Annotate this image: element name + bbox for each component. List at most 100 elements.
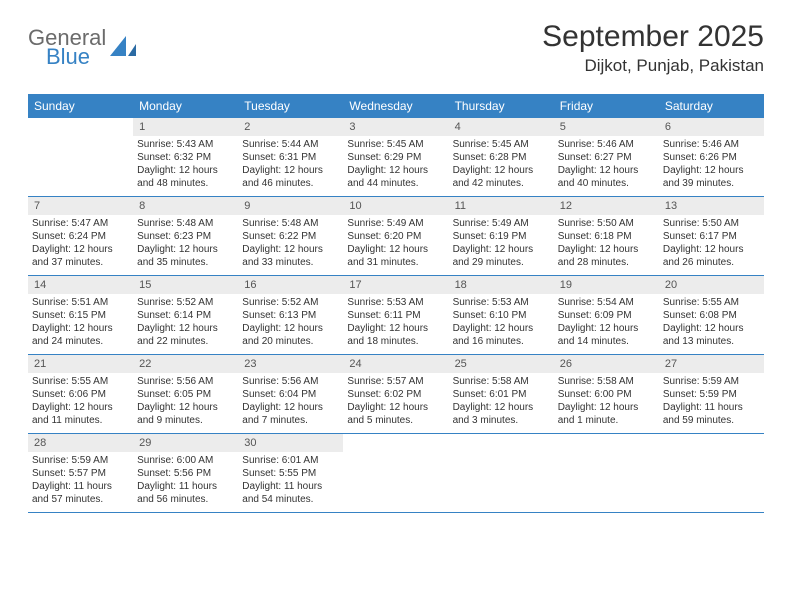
sunrise-text: Sunrise: 5:56 AM (137, 375, 234, 388)
sunset-text: Sunset: 6:01 PM (453, 388, 550, 401)
day-number: 27 (659, 355, 764, 373)
day-cell: 10Sunrise: 5:49 AMSunset: 6:20 PMDayligh… (343, 197, 448, 275)
daylight-text: Daylight: 12 hours and 7 minutes. (242, 401, 339, 427)
sunset-text: Sunset: 6:28 PM (453, 151, 550, 164)
day-number: 28 (28, 434, 133, 452)
sunrise-text: Sunrise: 5:50 AM (558, 217, 655, 230)
sunset-text: Sunset: 6:32 PM (137, 151, 234, 164)
day-number: 24 (343, 355, 448, 373)
day-cell: . (659, 434, 764, 512)
day-cell: 30Sunrise: 6:01 AMSunset: 5:55 PMDayligh… (238, 434, 343, 512)
sunset-text: Sunset: 5:56 PM (137, 467, 234, 480)
sunset-text: Sunset: 6:19 PM (453, 230, 550, 243)
daylight-text: Daylight: 11 hours and 56 minutes. (137, 480, 234, 506)
day-number: 13 (659, 197, 764, 215)
sunrise-text: Sunrise: 6:01 AM (242, 454, 339, 467)
week-row: 21Sunrise: 5:55 AMSunset: 6:06 PMDayligh… (28, 355, 764, 434)
day-number: 16 (238, 276, 343, 294)
day-number: 10 (343, 197, 448, 215)
day-cell: 6Sunrise: 5:46 AMSunset: 6:26 PMDaylight… (659, 118, 764, 196)
day-cell: 24Sunrise: 5:57 AMSunset: 6:02 PMDayligh… (343, 355, 448, 433)
sunset-text: Sunset: 6:09 PM (558, 309, 655, 322)
day-number: 26 (554, 355, 659, 373)
day-body: Sunrise: 5:55 AMSunset: 6:08 PMDaylight:… (659, 294, 764, 352)
brand-logo: General Blue (28, 26, 138, 68)
day-number: 14 (28, 276, 133, 294)
daylight-text: Daylight: 12 hours and 35 minutes. (137, 243, 234, 269)
day-number: 25 (449, 355, 554, 373)
day-cell: . (449, 434, 554, 512)
sunrise-text: Sunrise: 5:47 AM (32, 217, 129, 230)
sunrise-text: Sunrise: 5:54 AM (558, 296, 655, 309)
weekday-header: Thursday (449, 94, 554, 118)
day-cell: 14Sunrise: 5:51 AMSunset: 6:15 PMDayligh… (28, 276, 133, 354)
day-body: Sunrise: 5:45 AMSunset: 6:29 PMDaylight:… (343, 136, 448, 194)
day-body: Sunrise: 5:59 AMSunset: 5:59 PMDaylight:… (659, 373, 764, 431)
sunrise-text: Sunrise: 5:58 AM (453, 375, 550, 388)
day-cell: 16Sunrise: 5:52 AMSunset: 6:13 PMDayligh… (238, 276, 343, 354)
daylight-text: Daylight: 12 hours and 11 minutes. (32, 401, 129, 427)
sunset-text: Sunset: 6:02 PM (347, 388, 444, 401)
day-body: Sunrise: 6:01 AMSunset: 5:55 PMDaylight:… (238, 452, 343, 510)
day-body: Sunrise: 5:55 AMSunset: 6:06 PMDaylight:… (28, 373, 133, 431)
day-cell: 23Sunrise: 5:56 AMSunset: 6:04 PMDayligh… (238, 355, 343, 433)
sunset-text: Sunset: 6:13 PM (242, 309, 339, 322)
sunset-text: Sunset: 6:18 PM (558, 230, 655, 243)
calendar-page: General Blue September 2025 Dijkot, Punj… (0, 0, 792, 533)
day-body: Sunrise: 5:49 AMSunset: 6:19 PMDaylight:… (449, 215, 554, 273)
sunrise-text: Sunrise: 5:48 AM (242, 217, 339, 230)
day-number: 20 (659, 276, 764, 294)
sunrise-text: Sunrise: 5:44 AM (242, 138, 339, 151)
weekday-header: Sunday (28, 94, 133, 118)
daylight-text: Daylight: 12 hours and 18 minutes. (347, 322, 444, 348)
sunset-text: Sunset: 6:20 PM (347, 230, 444, 243)
calendar-grid: Sunday Monday Tuesday Wednesday Thursday… (28, 94, 764, 513)
sunset-text: Sunset: 6:31 PM (242, 151, 339, 164)
daylight-text: Daylight: 12 hours and 33 minutes. (242, 243, 339, 269)
day-number: 6 (659, 118, 764, 136)
sunrise-text: Sunrise: 6:00 AM (137, 454, 234, 467)
day-number: 30 (238, 434, 343, 452)
weekday-header: Wednesday (343, 94, 448, 118)
day-body: Sunrise: 5:50 AMSunset: 6:17 PMDaylight:… (659, 215, 764, 273)
daylight-text: Daylight: 12 hours and 48 minutes. (137, 164, 234, 190)
daylight-text: Daylight: 12 hours and 24 minutes. (32, 322, 129, 348)
daylight-text: Daylight: 12 hours and 37 minutes. (32, 243, 129, 269)
sunrise-text: Sunrise: 5:43 AM (137, 138, 234, 151)
daylight-text: Daylight: 11 hours and 57 minutes. (32, 480, 129, 506)
daylight-text: Daylight: 12 hours and 16 minutes. (453, 322, 550, 348)
title-block: September 2025 Dijkot, Punjab, Pakistan (542, 20, 764, 80)
sunset-text: Sunset: 6:27 PM (558, 151, 655, 164)
day-number: 22 (133, 355, 238, 373)
sunrise-text: Sunrise: 5:56 AM (242, 375, 339, 388)
day-body: Sunrise: 5:59 AMSunset: 5:57 PMDaylight:… (28, 452, 133, 510)
sunrise-text: Sunrise: 5:59 AM (32, 454, 129, 467)
day-body: Sunrise: 5:46 AMSunset: 6:27 PMDaylight:… (554, 136, 659, 194)
daylight-text: Daylight: 12 hours and 28 minutes. (558, 243, 655, 269)
sunset-text: Sunset: 6:26 PM (663, 151, 760, 164)
day-cell: 7 Sunrise: 5:47 AMSunset: 6:24 PMDaylight… (28, 197, 133, 275)
sunset-text: Sunset: 5:55 PM (242, 467, 339, 480)
day-body: Sunrise: 5:52 AMSunset: 6:13 PMDaylight:… (238, 294, 343, 352)
daylight-text: Daylight: 12 hours and 26 minutes. (663, 243, 760, 269)
day-cell: 8Sunrise: 5:48 AMSunset: 6:23 PMDaylight… (133, 197, 238, 275)
day-body: Sunrise: 5:51 AMSunset: 6:15 PMDaylight:… (28, 294, 133, 352)
day-number: 7 (28, 197, 133, 215)
weekday-header: Saturday (659, 94, 764, 118)
day-number: 11 (449, 197, 554, 215)
weeks-container: .1Sunrise: 5:43 AMSunset: 6:32 PMDayligh… (28, 118, 764, 513)
sunset-text: Sunset: 6:11 PM (347, 309, 444, 322)
day-number: 2 (238, 118, 343, 136)
sunset-text: Sunset: 6:10 PM (453, 309, 550, 322)
sunset-text: Sunset: 6:22 PM (242, 230, 339, 243)
sunrise-text: Sunrise: 5:45 AM (347, 138, 444, 151)
sunset-text: Sunset: 6:24 PM (32, 230, 129, 243)
sunrise-text: Sunrise: 5:46 AM (558, 138, 655, 151)
day-cell: 5Sunrise: 5:46 AMSunset: 6:27 PMDaylight… (554, 118, 659, 196)
day-body: Sunrise: 5:48 AMSunset: 6:22 PMDaylight:… (238, 215, 343, 273)
daylight-text: Daylight: 12 hours and 29 minutes. (453, 243, 550, 269)
daylight-text: Daylight: 11 hours and 59 minutes. (663, 401, 760, 427)
weekday-header: Tuesday (238, 94, 343, 118)
day-number: 15 (133, 276, 238, 294)
sunrise-text: Sunrise: 5:46 AM (663, 138, 760, 151)
